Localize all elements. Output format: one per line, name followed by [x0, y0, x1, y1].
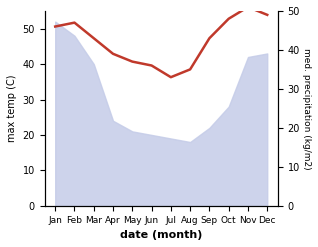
Y-axis label: med. precipitation (kg/m2): med. precipitation (kg/m2): [302, 48, 311, 169]
Y-axis label: max temp (C): max temp (C): [7, 75, 17, 142]
X-axis label: date (month): date (month): [120, 230, 203, 240]
